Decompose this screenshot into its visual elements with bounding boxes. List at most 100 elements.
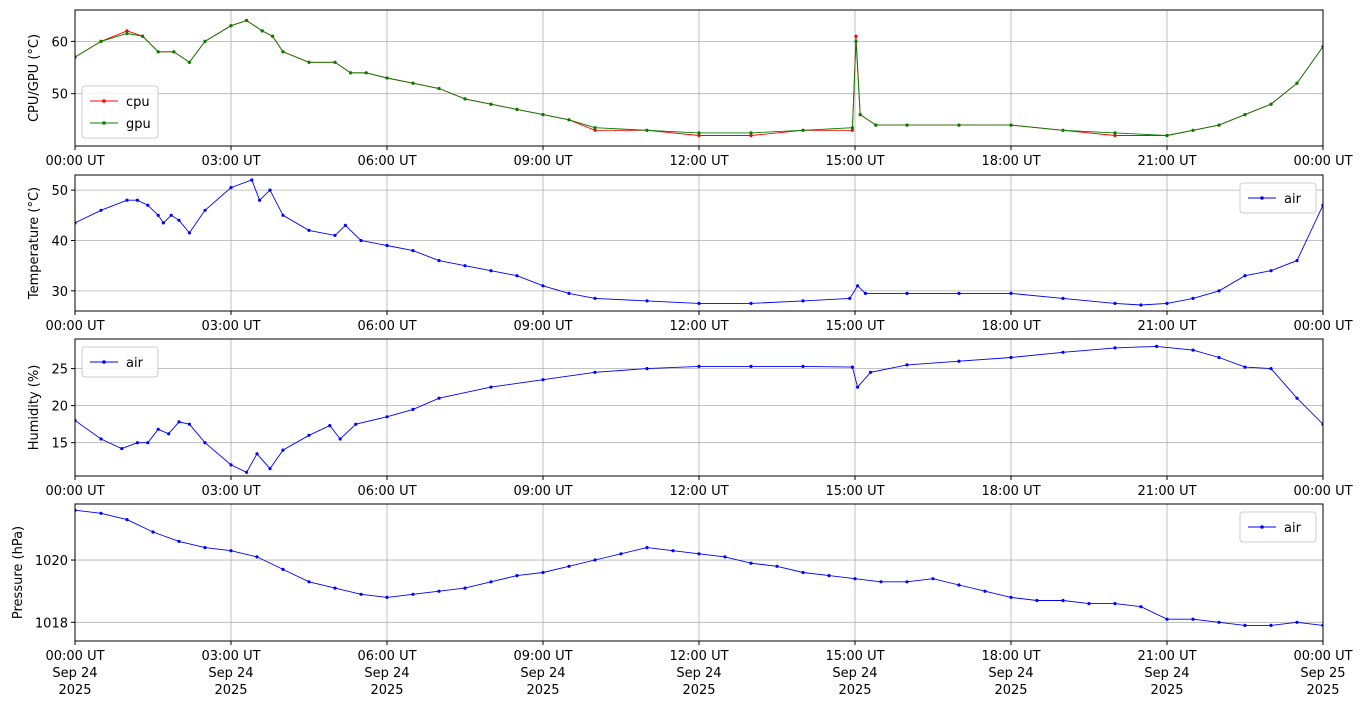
data-point-air xyxy=(848,296,852,300)
data-point-gpu xyxy=(905,123,909,127)
data-point-gpu xyxy=(437,86,441,91)
data-point-gpu xyxy=(567,118,571,122)
data-point-air xyxy=(1191,296,1195,300)
data-point-air xyxy=(856,284,860,288)
data-point-air xyxy=(167,432,171,436)
data-point-gpu xyxy=(1217,123,1221,127)
data-point-air xyxy=(931,577,935,581)
x-tick-label: 06:00 UT xyxy=(357,484,416,499)
data-point-gpu xyxy=(541,113,545,117)
data-point-gpu xyxy=(411,81,415,85)
x-tick-label: 12:00 UT xyxy=(669,484,728,499)
x-tick-year-label: 2025 xyxy=(682,683,715,698)
data-point-air xyxy=(146,203,150,207)
data-point-air xyxy=(541,378,545,382)
data-point-air xyxy=(1191,348,1195,352)
data-point-air xyxy=(187,231,191,235)
x-tick-label: 09:00 UT xyxy=(513,484,572,499)
data-point-air xyxy=(359,238,363,243)
data-point-air xyxy=(1113,346,1117,350)
chart-panel-2: 00:00 UT 03:00 UT 06:00 UT 09:00 UT 12:00 UT… xyxy=(27,174,1353,334)
x-tick-label: 00:00 UT xyxy=(1293,319,1352,334)
legend-box xyxy=(1239,511,1317,543)
x-tick-year-label: 2025 xyxy=(58,683,91,698)
data-point-air xyxy=(268,188,272,192)
data-point-air xyxy=(863,291,868,295)
y-tick-label: 1020 xyxy=(35,554,68,569)
data-point-cpu xyxy=(125,29,129,33)
data-point-air xyxy=(489,269,493,273)
y-tick-label: 40 xyxy=(51,234,68,249)
data-point-air xyxy=(437,259,441,263)
y-tick-label: 50 xyxy=(51,88,68,103)
data-point-cpu xyxy=(749,133,753,138)
series-line-air xyxy=(75,345,1323,473)
data-point-air xyxy=(489,385,493,389)
y-axis-label: Pressure (hPa) xyxy=(11,526,26,619)
data-point-air xyxy=(156,427,160,431)
data-point-air xyxy=(463,264,467,268)
y-tick-label: 30 xyxy=(51,285,68,300)
data-point-air xyxy=(125,518,129,522)
x-tick-date-label: Sep 24 xyxy=(208,666,253,681)
x-tick-label: 03:00 UT xyxy=(201,484,260,499)
data-point-air xyxy=(515,274,519,278)
data-point-air xyxy=(645,299,649,303)
data-point-cpu xyxy=(593,128,597,132)
data-point-air xyxy=(203,208,207,212)
series-gpu xyxy=(75,18,1323,138)
x-tick-label: 15:00 UT xyxy=(825,649,884,664)
data-point-air xyxy=(749,301,753,305)
data-point-air xyxy=(1009,355,1013,360)
data-point-air xyxy=(385,595,389,600)
data-point-gpu xyxy=(385,76,389,80)
data-point-gpu xyxy=(99,39,103,44)
data-point-gpu xyxy=(156,50,160,54)
data-point-gpu xyxy=(333,60,337,64)
data-point-air xyxy=(869,370,873,374)
data-point-gpu xyxy=(697,131,701,135)
y-tick-label: 1018 xyxy=(35,616,68,631)
data-point-gpu xyxy=(850,126,855,130)
data-point-air xyxy=(385,243,389,248)
data-point-gpu xyxy=(1113,131,1117,135)
data-point-air xyxy=(1035,598,1039,603)
data-point-air xyxy=(151,530,155,534)
data-point-air xyxy=(307,433,311,437)
data-point-air xyxy=(749,561,753,565)
data-point-cpu xyxy=(854,34,858,38)
x-tick-label: 06:00 UT xyxy=(357,319,416,334)
data-point-gpu xyxy=(203,39,207,44)
data-point-air xyxy=(99,511,103,515)
x-tick-label: 00:00 UT xyxy=(1293,649,1352,664)
data-point-gpu xyxy=(1269,102,1273,106)
x-tick-label: 15:00 UT xyxy=(825,484,884,499)
chart-panel-4: 00:00 UT Sep 24 2025 03:00 UT Sep 24 2025 06:0… xyxy=(11,503,1353,698)
data-point-air xyxy=(905,363,909,367)
data-point-air xyxy=(258,198,262,202)
data-point-air xyxy=(1217,289,1221,293)
data-point-air xyxy=(1191,617,1195,621)
x-tick-label: 15:00 UT xyxy=(825,319,884,334)
data-point-air xyxy=(135,441,139,445)
y-axis-label: CPU/GPU (°C) xyxy=(27,34,42,122)
data-point-gpu xyxy=(260,29,264,33)
legend: cpu gpu xyxy=(81,85,159,139)
x-tick-label: 21:00 UT xyxy=(1137,649,1196,664)
data-point-air xyxy=(307,228,311,232)
data-point-gpu xyxy=(349,71,353,75)
legend: air xyxy=(1239,511,1317,543)
data-point-air xyxy=(338,437,342,441)
data-point-air xyxy=(645,546,649,550)
legend-box xyxy=(81,85,159,139)
data-point-cpu xyxy=(1113,133,1117,138)
series-line-gpu xyxy=(75,20,1323,136)
y-tick-label: 15 xyxy=(51,437,68,452)
x-tick-year-label: 2025 xyxy=(370,683,403,698)
chart-panel-1: 00:00 UT 03:00 UT 06:00 UT 09:00 UT 12:00 UT… xyxy=(27,9,1353,169)
data-point-gpu xyxy=(489,102,493,106)
data-point-air xyxy=(250,178,254,182)
data-point-air xyxy=(268,467,272,471)
y-axis-label: Temperature (°C) xyxy=(27,187,42,300)
x-tick-year-label: 2025 xyxy=(526,683,559,698)
